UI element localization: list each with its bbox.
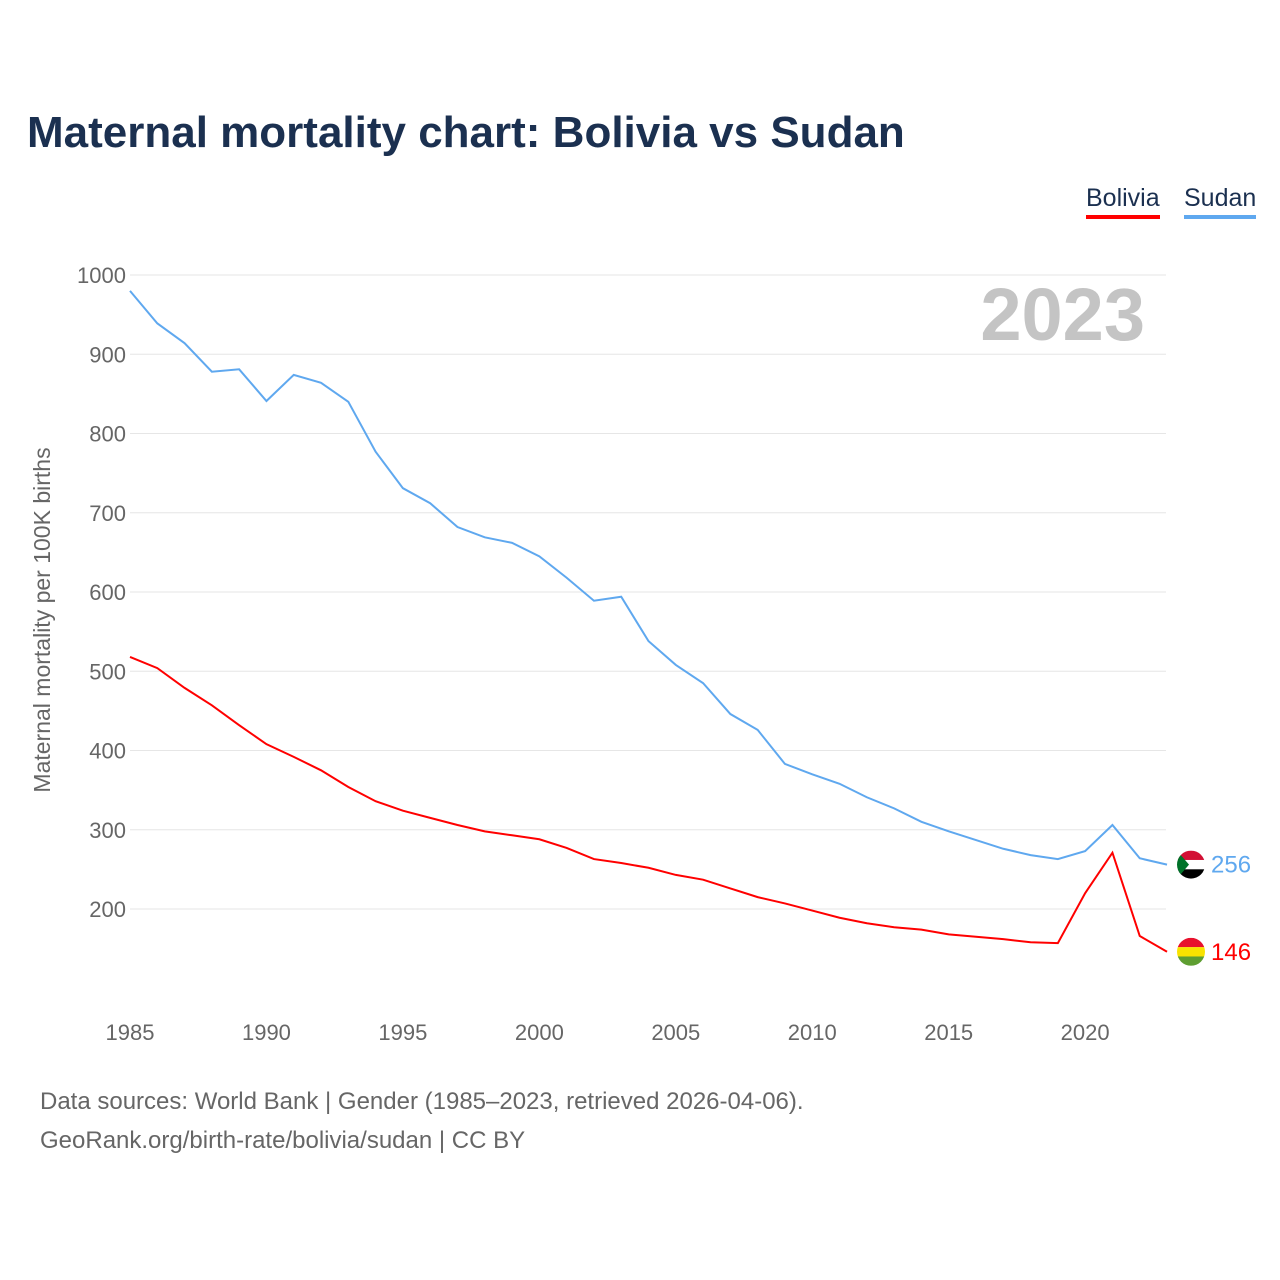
y-tick-label: 200 [89, 897, 126, 922]
x-tick-label: 2010 [788, 1020, 837, 1045]
y-tick-label: 500 [89, 659, 126, 684]
flag-icon-bolivia [1177, 937, 1205, 966]
series-line-sudan [129, 290, 1168, 866]
y-tick-label: 300 [89, 818, 126, 843]
y-axis-label: Maternal mortality per 100K births [29, 447, 55, 792]
y-tick-label: 900 [89, 342, 126, 367]
x-tick-label: 2020 [1061, 1020, 1110, 1045]
legend-sudan[interactable]: Sudan [1184, 184, 1257, 219]
end-value-label: 256 [1211, 852, 1251, 879]
x-tick-label: 1995 [378, 1020, 427, 1045]
chart-title: Maternal mortality chart: Bolivia vs Sud… [27, 108, 905, 157]
x-tick-label: 2000 [515, 1020, 564, 1045]
x-tick-label: 1990 [242, 1020, 291, 1045]
y-tick-label: 400 [89, 739, 126, 764]
flag-icon-sudan [1177, 850, 1205, 879]
y-tick-label: 800 [89, 422, 126, 447]
footer-link[interactable]: GeoRank.org/birth-rate/bolivia/sudan | C… [40, 1127, 526, 1154]
footer-sources: Data sources: World Bank | Gender (1985–… [40, 1088, 804, 1115]
x-tick-label: 2005 [651, 1020, 700, 1045]
y-tick-label: 600 [89, 580, 126, 605]
legend-bolivia[interactable]: Bolivia [1086, 184, 1160, 219]
series-line-bolivia [129, 656, 1168, 953]
end-value-label: 146 [1211, 939, 1251, 966]
year-label: 2023 [980, 273, 1145, 356]
y-tick-label: 700 [89, 501, 126, 526]
y-tick-label: 1000 [77, 263, 126, 288]
x-tick-label: 1985 [106, 1020, 155, 1045]
x-tick-label: 2015 [924, 1020, 973, 1045]
